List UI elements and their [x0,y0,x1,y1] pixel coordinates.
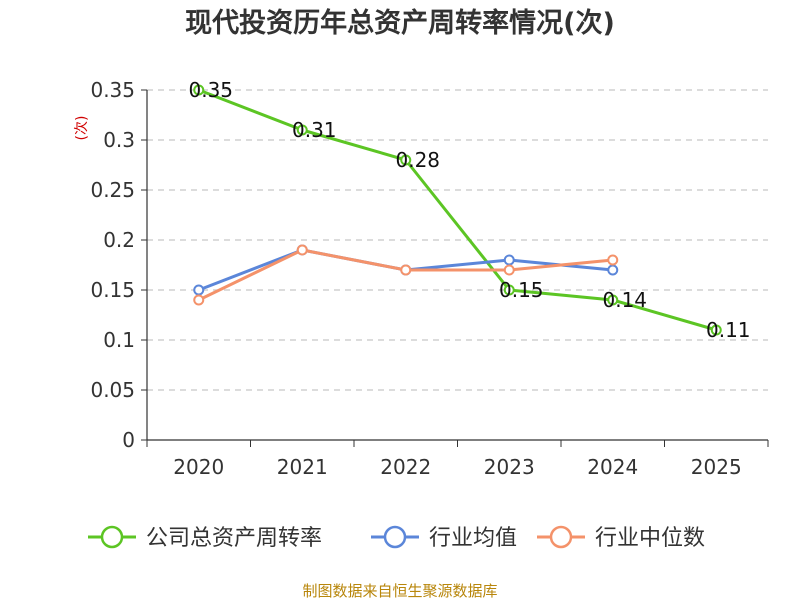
data-label: 0.31 [292,118,337,142]
data-point [296,244,308,256]
data-label: 0.15 [499,278,544,302]
x-tick-label: 2025 [691,455,742,479]
x-tick-label: 2020 [173,455,224,479]
y-tick-label: 0.15 [90,278,135,302]
data-point [503,284,515,296]
data-label: 0.11 [706,318,751,342]
y-tick-label: 0 [122,428,135,452]
data-point [607,254,619,266]
source-note: 制图数据来自恒生聚源数据库 [302,582,497,600]
y-tick-label: 0.3 [103,128,135,152]
y-tick-label: 0.2 [103,228,135,252]
x-tick-label: 2024 [587,455,638,479]
series-line-0 [198,88,717,332]
legend-label: 公司总资产周转率 [146,526,322,551]
data-point [503,264,515,276]
legend-item[interactable]: 行业均值 [371,525,517,551]
data-labels: 0.35 0.31 0.28 0.15 0.14 0.11 [188,78,750,342]
axes: 0 0.05 0.1 0.15 0.2 0.25 0.3 0.35 2020 2021 2022 20… [90,78,769,479]
data-point [607,264,619,276]
y-tick-label: 0.25 [90,178,135,202]
data-point [296,124,308,136]
data-point [193,284,205,296]
legend-swatch-marker [100,525,124,549]
data-point [400,154,412,166]
y-tick-label: 0.35 [90,78,135,102]
y-tick-label: 0.1 [103,328,135,352]
data-point [607,294,619,306]
legend-label: 行业中位数 [595,526,705,551]
data-label: 0.28 [395,148,440,172]
x-tick-label: 2021 [277,455,328,479]
y-axis-label: (次) [74,116,90,141]
legend: 公司总资产周转率 行业均值 行业中位数 [88,525,705,551]
series-lines [193,84,722,336]
chart-title: 现代投资历年总资产周转率情况(次) [185,7,615,39]
legend-label: 行业均值 [429,526,517,551]
grid-lines [147,89,768,391]
data-point [193,294,205,306]
data-point [193,84,205,96]
data-point [710,324,722,336]
data-label: 0.35 [188,78,233,102]
legend-item[interactable]: 行业中位数 [537,525,705,551]
legend-swatch-marker [383,525,407,549]
legend-swatch-marker [549,525,573,549]
data-label: 0.14 [602,288,647,312]
legend-item[interactable]: 公司总资产周转率 [88,525,322,551]
data-point [400,264,412,276]
x-tick-label: 2022 [380,455,431,479]
data-point [503,254,515,266]
x-tick-label: 2023 [484,455,535,479]
y-tick-label: 0.05 [90,378,135,402]
